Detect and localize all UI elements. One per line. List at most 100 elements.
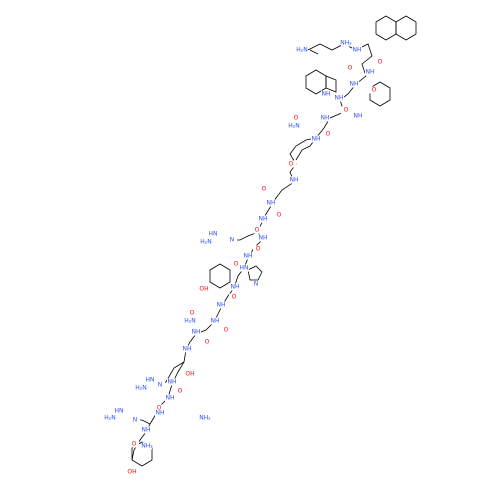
- label-background: [334, 94, 344, 102]
- atom-label: NH: [321, 115, 330, 122]
- atom-label: O: [157, 405, 162, 412]
- label-background: [352, 46, 362, 54]
- atom-label: OH: [127, 469, 136, 476]
- atom-label: O: [256, 246, 261, 253]
- label-background: [155, 381, 165, 389]
- ring-imidazole: [247, 265, 263, 281]
- label-background: [230, 283, 240, 291]
- atom-label: NH: [183, 346, 192, 353]
- atom-label: H₂N: [184, 318, 195, 325]
- side-chain-lys: [309, 49, 319, 55]
- label-background: [208, 230, 218, 238]
- atom-label: HN: [115, 408, 124, 415]
- atom-label: NH: [335, 95, 344, 102]
- atom-label: O: [344, 107, 349, 114]
- label-background: [375, 58, 385, 66]
- atom-label: N: [133, 417, 138, 424]
- label-background: [258, 215, 268, 223]
- label-background: [185, 370, 195, 378]
- label-background: [369, 86, 379, 94]
- label-background: [252, 226, 262, 234]
- label-background: [311, 135, 321, 143]
- label-background: [341, 39, 351, 47]
- label-background: [199, 285, 209, 293]
- atom-label: NH: [259, 235, 268, 242]
- atom-label: O: [234, 261, 239, 268]
- label-background: [321, 90, 331, 98]
- label-background: [182, 345, 192, 353]
- label-background: [349, 80, 359, 88]
- label-background: [175, 387, 185, 395]
- label-background: [185, 317, 195, 325]
- atom-label: N: [254, 281, 259, 288]
- label-background: [145, 376, 155, 384]
- atom-label: O: [378, 59, 383, 66]
- label-background: [353, 112, 363, 120]
- atom-label: O: [326, 131, 331, 138]
- atom-label: OH: [199, 286, 208, 293]
- atom-label: NH: [156, 410, 165, 417]
- atom-label: O: [132, 441, 137, 448]
- label-background: [341, 106, 351, 114]
- label-background: [155, 409, 165, 417]
- atom-label: HN: [146, 377, 155, 384]
- atom-label: NH: [192, 329, 201, 336]
- ring-naphthyl-b: [395, 15, 417, 41]
- label-background: [365, 68, 375, 76]
- atom-label: NH₂: [141, 443, 153, 450]
- label-background: [200, 414, 210, 422]
- atom-label: N: [158, 382, 163, 389]
- label-background: [320, 114, 330, 122]
- atom-label: O: [205, 339, 210, 346]
- atom-label: NH: [244, 253, 253, 260]
- atom-label: NH: [354, 113, 363, 120]
- label-background: [210, 317, 220, 325]
- atom-label: O: [178, 388, 183, 395]
- label-background: [187, 309, 197, 317]
- atom-label: NH: [350, 81, 359, 88]
- label-background: [105, 414, 115, 422]
- label-background: [291, 114, 301, 122]
- atom-label: O: [190, 310, 195, 317]
- atom-label: H₂N: [288, 123, 299, 130]
- atom-label: H₂N: [296, 47, 307, 54]
- atom-label: O: [294, 115, 299, 122]
- atom-label: O: [372, 87, 377, 94]
- label-background: [286, 160, 296, 168]
- atom-label: NH: [322, 91, 331, 98]
- atom-label: NH: [168, 379, 177, 386]
- label-background: [259, 185, 269, 193]
- atom-label: NH: [366, 69, 375, 76]
- atom-label: N: [230, 237, 235, 244]
- atom-label: NH: [217, 302, 226, 309]
- label-background: [251, 280, 261, 288]
- label-background: [289, 122, 299, 130]
- atom-label: HN: [240, 265, 249, 272]
- label-background: [229, 293, 239, 301]
- label-background: [266, 199, 276, 207]
- label-background: [201, 238, 211, 246]
- atom-label: NH: [231, 284, 240, 291]
- atom-labels: H₂NNH₂NHOONHNHNHONHOOH₂NNHNHONHONHONHONH…: [104, 39, 385, 476]
- atom-label: O: [224, 327, 229, 334]
- label-background: [227, 236, 237, 244]
- label-background: [258, 234, 268, 242]
- atom-label: NH: [312, 136, 321, 143]
- ring-tyrosine-1: [209, 263, 231, 289]
- atom-label: O: [277, 212, 282, 219]
- label-background: [216, 301, 226, 309]
- atom-label: NH: [259, 216, 268, 223]
- atom-label: NH: [142, 427, 151, 434]
- label-background: [274, 211, 284, 219]
- ring-phenyl: [369, 81, 391, 107]
- label-background: [221, 326, 231, 334]
- label-background: [323, 130, 333, 138]
- label-background: [154, 404, 164, 412]
- label-background: [142, 442, 152, 450]
- atom-label: O: [348, 65, 353, 72]
- label-background: [136, 384, 146, 392]
- atom-label: O: [289, 161, 294, 168]
- atom-label: NH: [353, 47, 362, 54]
